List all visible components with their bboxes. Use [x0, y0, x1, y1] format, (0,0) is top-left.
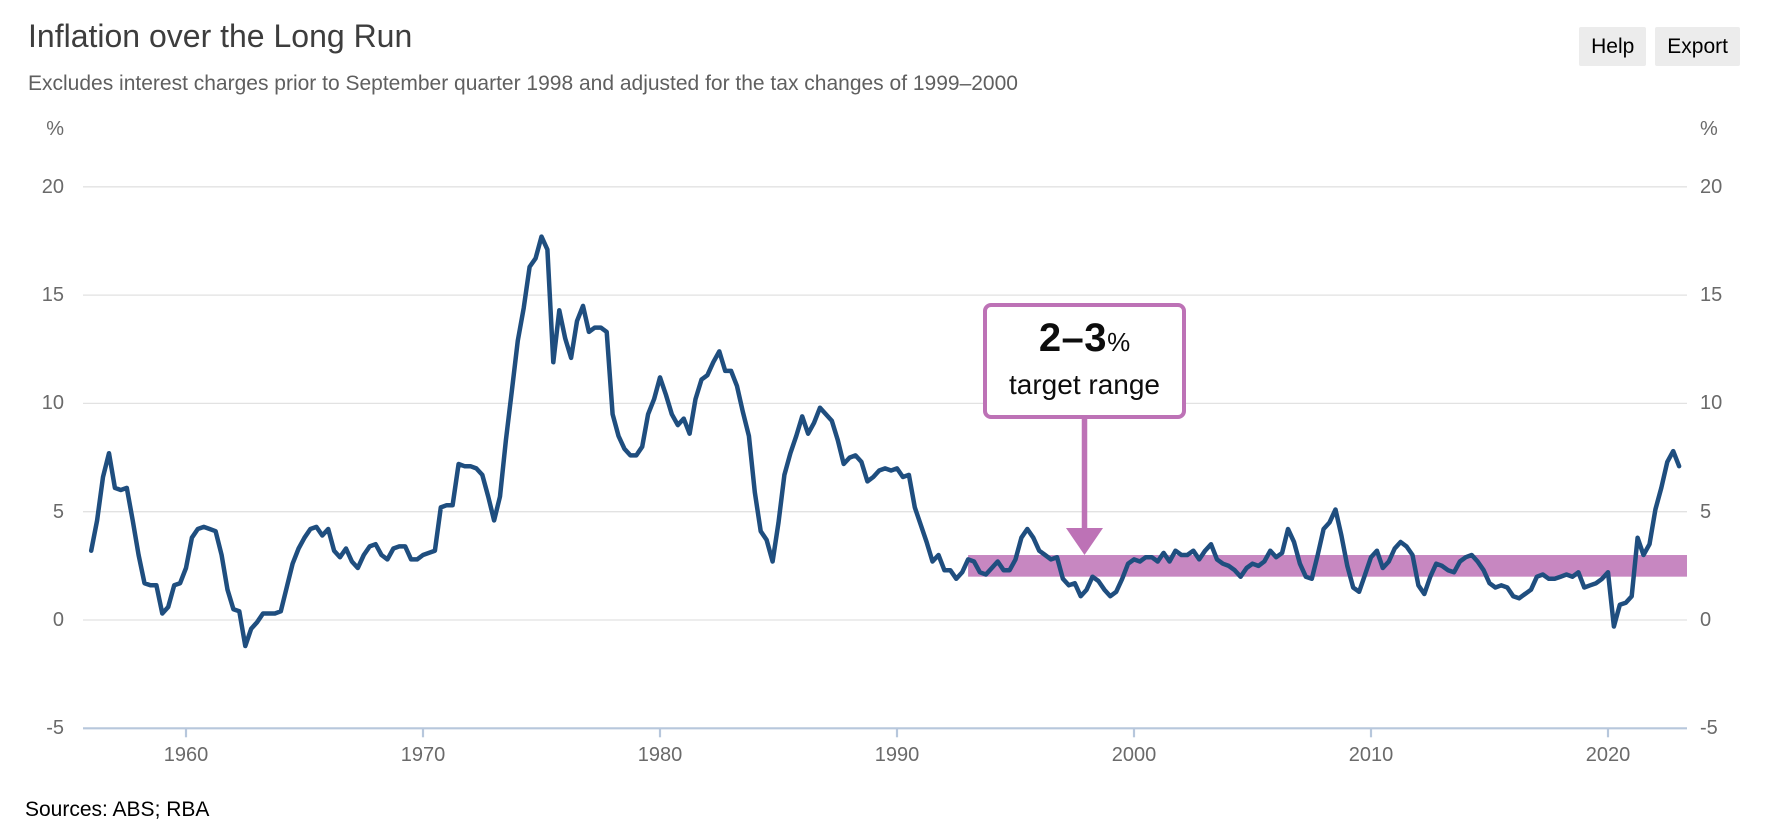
page-title: Inflation over the Long Run [28, 18, 413, 54]
export-button[interactable]: Export [1655, 27, 1740, 67]
page-subtitle: Excludes interest charges prior to Septe… [28, 72, 1018, 95]
annotation-arrow-head [1066, 528, 1103, 555]
inflation-line [88, 234, 1682, 649]
target-range-value: 2–3% [1038, 316, 1131, 360]
help-button[interactable]: Help [1579, 27, 1647, 67]
sources-note: Sources: ABS; RBA [25, 798, 210, 821]
target-range-label: target range [1009, 369, 1160, 400]
target-range-annotation: 2–3% target range [983, 303, 1186, 419]
toolbar: Help Export [1579, 27, 1740, 67]
target-band [968, 555, 1687, 577]
